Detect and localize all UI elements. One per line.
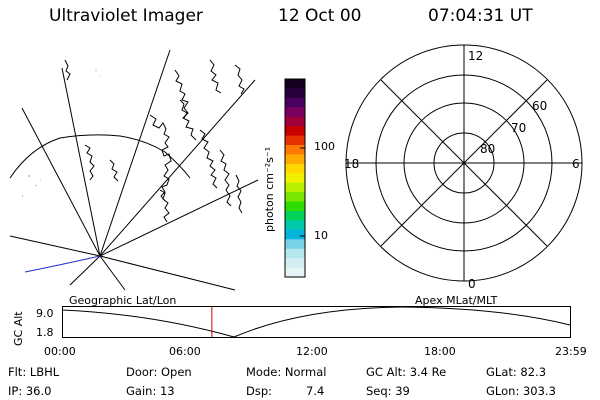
alt-ymin: 1.8	[36, 326, 54, 339]
instrument-title: Ultraviolet Imager	[49, 6, 203, 26]
mlt-label-6: 6	[572, 157, 580, 171]
seq-readout: Seq: 39	[366, 384, 410, 398]
alt-ymax: 9.0	[36, 307, 54, 320]
map-grid	[9, 49, 259, 291]
altitude-plot	[62, 306, 571, 338]
geo-caption: Geographic Lat/Lon	[69, 294, 177, 307]
meridian-line	[99, 255, 126, 291]
glon-readout: GLon: 303.3	[486, 384, 556, 398]
date-label: 12 Oct 00	[278, 6, 362, 26]
meridian-line	[69, 255, 101, 286]
colorbar-band	[285, 229, 305, 240]
x-tick-0000: 00:00	[44, 345, 76, 358]
dsp-value: 7.4	[306, 384, 325, 398]
colorbar-band	[285, 97, 305, 108]
colorbar-band	[285, 182, 305, 193]
ip-readout: IP: 36.0	[8, 384, 52, 398]
meridian-line	[9, 235, 101, 257]
filter-readout: Flt: LBHL	[8, 365, 60, 379]
mlt-label-18: 18	[344, 157, 359, 171]
coastline-segment	[149, 114, 172, 202]
x-tick-1800: 18:00	[424, 345, 456, 358]
colorbar-band	[285, 239, 305, 250]
colorbar-band	[285, 135, 305, 146]
glat-readout: GLat: 82.3	[486, 365, 547, 379]
colorbar-band	[285, 116, 305, 127]
colorbar-band	[285, 154, 305, 165]
mode-readout: Mode: Normal	[246, 365, 327, 379]
latitude-circle	[9, 134, 191, 179]
colorbar-band	[285, 267, 305, 278]
meridian-line	[99, 49, 171, 257]
mlt-label-0: 0	[468, 277, 476, 291]
meridian-line	[21, 107, 101, 257]
coastline	[64, 59, 245, 223]
coastline-segment	[109, 159, 119, 182]
colorbar-unit-label: photon cm⁻²s⁻¹	[263, 146, 276, 232]
colorbar-band	[285, 173, 305, 184]
altitude-plot-frame	[62, 306, 571, 338]
colorbar-band	[285, 201, 305, 212]
dsp-label: Dsp:	[246, 384, 273, 398]
x-tick-1200: 12:00	[296, 345, 328, 358]
coastline-segment	[234, 64, 245, 95]
lat-label-70: 70	[511, 121, 526, 135]
coastline-segment	[84, 144, 95, 181]
coastline-segment	[219, 149, 232, 207]
coastline-segment	[235, 174, 243, 214]
polar-diagonal	[380, 79, 548, 247]
colorbar-band	[285, 79, 305, 89]
coastline-segment	[159, 189, 170, 223]
colorbar-band	[285, 88, 305, 99]
time-label: 07:04:31 UT	[428, 6, 533, 26]
coastline-segment	[64, 59, 71, 81]
coastline-segment	[179, 99, 188, 119]
polar-plot: 12 6 0 18 60 70 80	[344, 44, 583, 291]
satellite-track	[24, 255, 101, 273]
colorbar	[284, 78, 306, 278]
meridian-line	[99, 179, 259, 257]
door-readout: Door: Open	[126, 365, 192, 379]
altitude-curve	[62, 306, 571, 338]
coastline-segment	[209, 59, 222, 94]
lat-label-60: 60	[532, 99, 547, 113]
colorbar-band	[285, 248, 305, 259]
gc-alt-readout: GC Alt: 3.4 Re	[366, 365, 447, 379]
colorbar-band	[285, 258, 305, 269]
colorbar-tick-10: 10	[314, 229, 328, 242]
colorbar-band	[285, 145, 305, 155]
x-tick-0600: 06:00	[169, 345, 201, 358]
colorbar-band	[285, 220, 305, 231]
auroral-speckle	[22, 70, 101, 197]
apex-caption: Apex MLat/MLT	[415, 294, 498, 307]
colorbar-band	[285, 126, 305, 137]
meridian-line	[99, 255, 236, 291]
geographic-map	[9, 49, 259, 291]
mlt-label-12: 12	[468, 49, 483, 63]
x-tick-2359: 23:59	[555, 345, 587, 358]
colorbar-tick-100: 100	[314, 140, 335, 153]
colorbar-band	[285, 163, 305, 174]
meridian-line	[99, 79, 256, 257]
meridian-line	[61, 67, 101, 257]
lat-label-80: 80	[480, 142, 495, 156]
colorbar-gradient	[285, 79, 305, 278]
colorbar-band	[285, 107, 305, 118]
gain-readout: Gain: 13	[126, 384, 175, 398]
colorbar-band	[285, 192, 305, 203]
coastline-segment	[199, 129, 218, 189]
coastline-segment	[174, 69, 197, 141]
colorbar-band	[285, 211, 305, 221]
